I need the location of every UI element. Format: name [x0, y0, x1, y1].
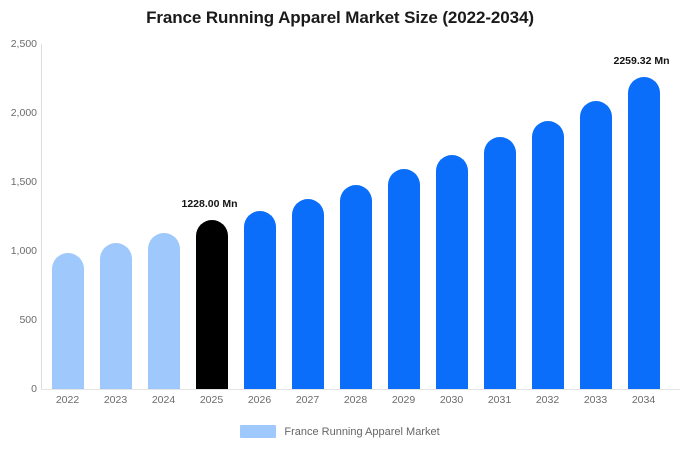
- bar-2034[interactable]: [627, 77, 660, 389]
- legend-label-0[interactable]: France Running Apparel Market: [284, 425, 440, 438]
- y-axis-tick-labels: 2,500 2,000 1,500 1,000 500 0: [0, 0, 37, 450]
- x-axis-tick-2032: 2032: [535, 394, 560, 406]
- x-axis-tick-2027: 2027: [295, 394, 320, 406]
- chart-legend: France Running Apparel Market: [0, 425, 680, 438]
- x-axis-tick-2030: 2030: [439, 394, 464, 406]
- x-axis-line: [41, 389, 680, 390]
- chart-title: France Running Apparel Market Size (2022…: [146, 8, 534, 27]
- bar-2025[interactable]: [195, 219, 228, 389]
- data-label-2034: 2259.32 Mn: [613, 55, 670, 68]
- bar-2027[interactable]: [291, 199, 324, 389]
- bar-2024[interactable]: [147, 233, 180, 389]
- bar-2032[interactable]: [531, 121, 564, 389]
- y-axis-tick-500: 500: [19, 314, 37, 326]
- bar-2033[interactable]: [579, 100, 612, 389]
- data-label-2025: 1228.00 Mn: [181, 197, 238, 210]
- bar-2030[interactable]: [435, 155, 468, 389]
- x-axis-tick-2031: 2031: [487, 394, 512, 406]
- x-axis-tick-2023: 2023: [103, 394, 128, 406]
- x-axis-tick-2034: 2034: [631, 394, 656, 406]
- x-axis-tick-2033: 2033: [583, 394, 608, 406]
- x-axis-tick-2025: 2025: [199, 394, 224, 406]
- x-axis-tick-2026: 2026: [247, 394, 272, 406]
- x-axis-tick-2022: 2022: [55, 394, 80, 406]
- y-axis-line: [41, 44, 42, 389]
- x-axis-tick-2024: 2024: [151, 394, 176, 406]
- y-axis-tick-2500: 2,500: [10, 38, 37, 50]
- bar-2029[interactable]: [387, 168, 420, 389]
- y-axis-tick-2000: 2,000: [10, 107, 37, 119]
- x-axis-tick-labels: 2022 2023 2024 2025 2026 2027 2028 2029 2030 2031…: [41, 394, 680, 414]
- x-axis-tick-2028: 2028: [343, 394, 368, 406]
- bar-2028[interactable]: [339, 184, 372, 389]
- y-axis-tick-0: 0: [31, 383, 37, 395]
- bar-2022[interactable]: [51, 253, 84, 389]
- y-axis-tick-1500: 1,500: [10, 176, 37, 188]
- bar-2026[interactable]: [243, 210, 276, 389]
- y-axis-tick-1000: 1,000: [10, 245, 37, 257]
- bar-2031[interactable]: [483, 137, 516, 389]
- x-axis-tick-2029: 2029: [391, 394, 416, 406]
- bars-layer: [41, 44, 680, 389]
- bar-2023[interactable]: [99, 242, 132, 389]
- legend-swatch-0: [240, 425, 277, 438]
